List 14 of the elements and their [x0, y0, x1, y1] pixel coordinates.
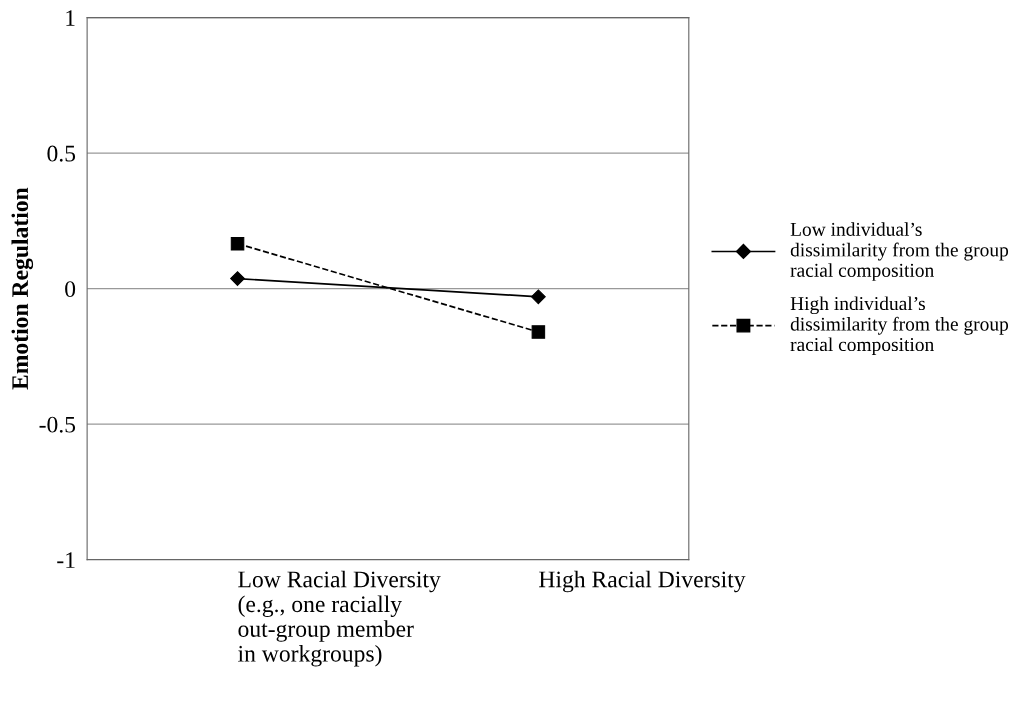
point — [230, 236, 245, 251]
y-tick-label: -1 — [57, 552, 75, 568]
point — [530, 289, 546, 305]
y-tick-label: -0.5 — [39, 416, 76, 433]
y-axis-title: Emotion Regulation — [11, 187, 34, 390]
y-tick-label: 0.5 — [47, 145, 76, 162]
x-tick-label: High Racial Diversity — [539, 570, 746, 593]
legend-label: High individual’s dissimilarity from the group racial composition — [790, 296, 1009, 356]
y-tick-label: 0 — [65, 281, 76, 298]
legend-label: Low individual’s dissimilarity from the group racial composition — [790, 222, 1009, 281]
x-tick-label: Low Racial Diversity (e.g., one racially out-group member in workgroups) — [238, 570, 441, 667]
point — [230, 271, 245, 287]
y-tick-label: 1 — [66, 10, 75, 26]
point — [531, 325, 546, 339]
